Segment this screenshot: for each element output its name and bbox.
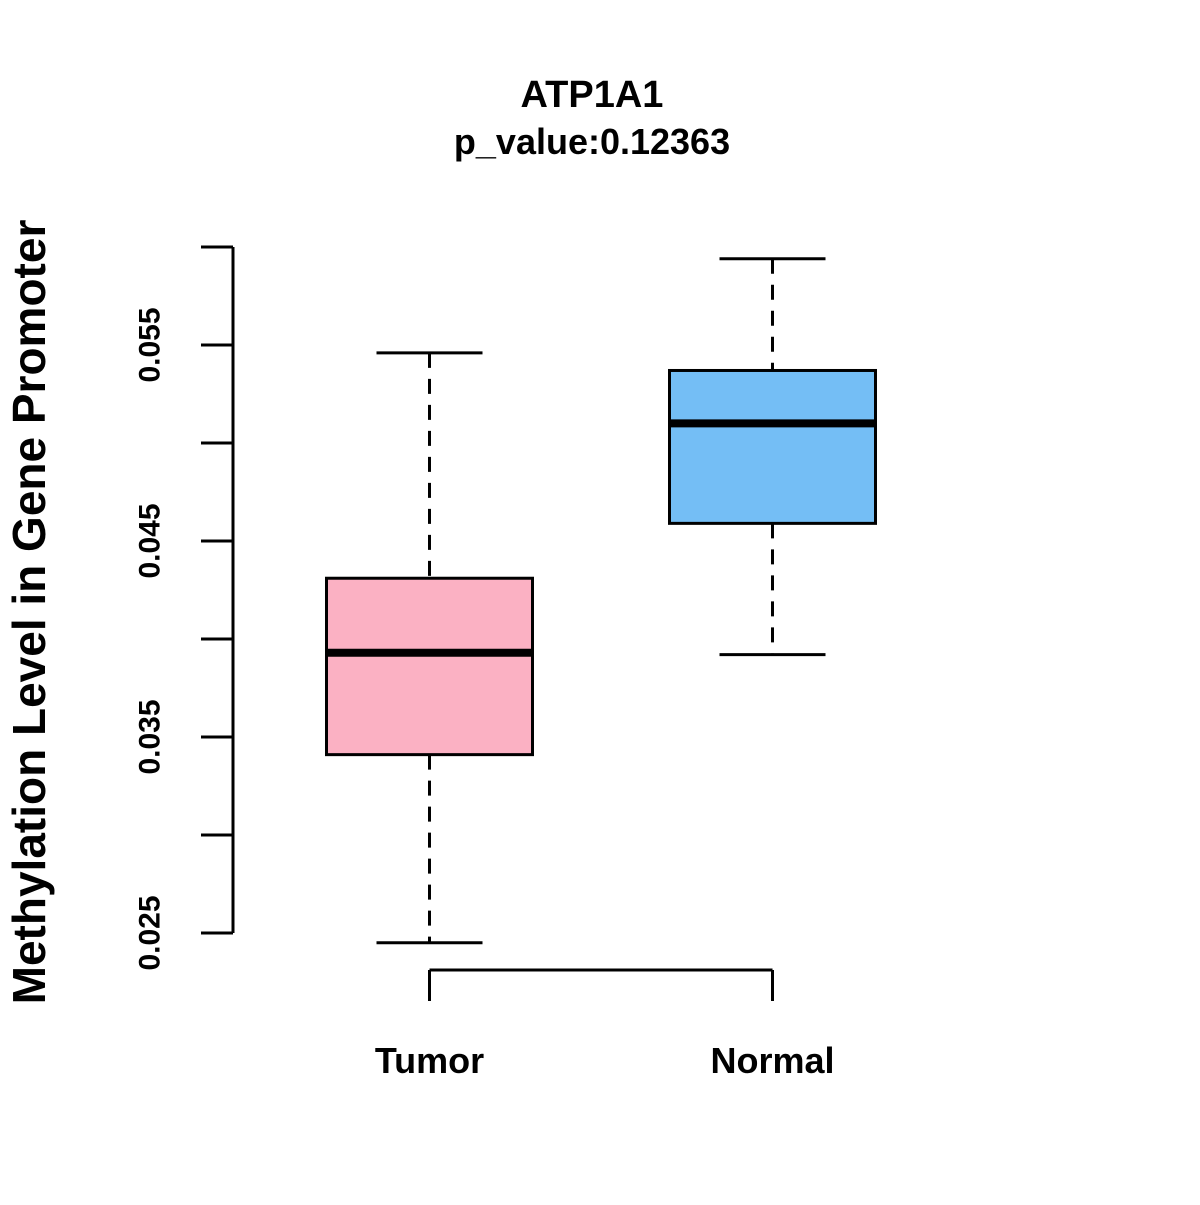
y-axis-label: Methylation Level in Gene Promoter — [3, 220, 55, 1005]
y-tick-label: 0.055 — [134, 307, 167, 382]
x-category-label-tumor: Tumor — [375, 1040, 484, 1081]
y-tick-label: 0.025 — [134, 895, 167, 970]
box-tumor — [325, 576, 534, 757]
chart-title: ATP1A1 — [521, 74, 664, 116]
y-tick-label: 0.035 — [134, 699, 167, 774]
x-category-label-normal: Normal — [710, 1040, 834, 1081]
plot-area: 0.025 0.035 0.045 0.055 Tumor Normal — [134, 245, 877, 1081]
box-normal — [668, 368, 877, 525]
y-tick-label: 0.045 — [134, 503, 167, 578]
chart-subtitle: p_value:0.12363 — [454, 121, 730, 162]
